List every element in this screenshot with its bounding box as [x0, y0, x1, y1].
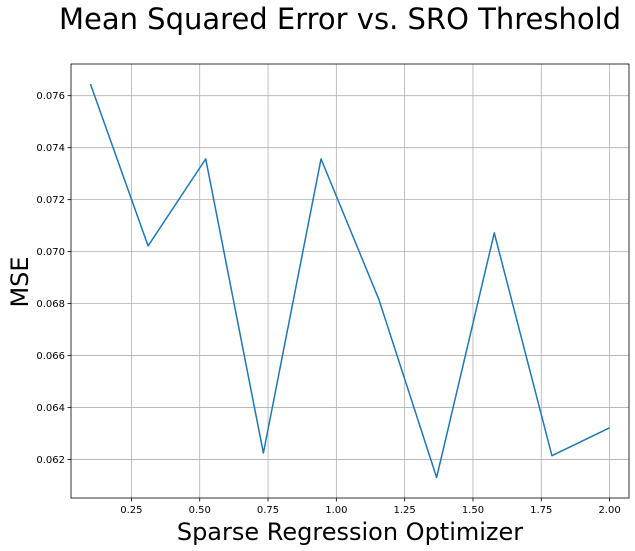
y-tick-label: 0.074 — [36, 143, 65, 154]
x-tick-label: 1.00 — [325, 505, 347, 516]
grid — [71, 64, 629, 498]
x-tick-label: 1.75 — [530, 505, 552, 516]
x-tick-label: 1.50 — [462, 505, 484, 516]
x-tick-label: 0.25 — [120, 505, 142, 516]
y-axis-ticks: 0.062 0.064 0.066 0.068 0.070 0.072 0.074 0.076 — [36, 91, 71, 466]
x-axis-ticks: 0.25 0.50 0.75 1.00 1.25 1.50 1.75 2.00 — [120, 498, 621, 516]
x-tick-label: 0.50 — [189, 505, 211, 516]
y-tick-label: 0.070 — [36, 247, 65, 258]
y-tick-label: 0.064 — [36, 403, 65, 414]
x-tick-label: 1.25 — [394, 505, 416, 516]
y-tick-label: 0.068 — [36, 299, 65, 310]
series-layer — [89, 83, 610, 479]
series-line — [89, 83, 610, 479]
x-tick-label: 0.75 — [257, 505, 279, 516]
plot-frame — [70, 63, 630, 499]
y-tick-label: 0.072 — [36, 195, 65, 206]
x-tick-label: 2.00 — [598, 505, 620, 516]
y-tick-label: 0.066 — [36, 351, 65, 362]
y-axis-label: MSE — [6, 256, 34, 307]
chart-title: Mean Squared Error vs. SRO Threshold — [59, 2, 621, 36]
y-tick-label: 0.076 — [36, 91, 65, 102]
x-axis-label: Sparse Regression Optimizer — [177, 518, 523, 546]
y-tick-label: 0.062 — [36, 455, 65, 466]
